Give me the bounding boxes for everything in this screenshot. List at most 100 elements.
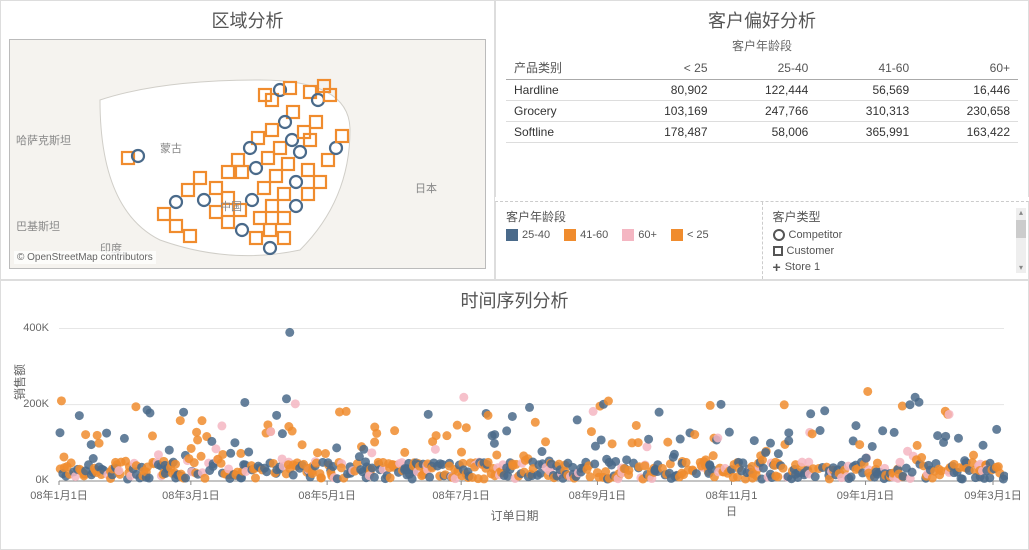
table-header[interactable]: < 25: [615, 56, 716, 80]
scatter-point[interactable]: [642, 442, 651, 451]
scatter-point[interactable]: [390, 426, 399, 435]
scatter-point[interactable]: [367, 448, 376, 457]
scatter-point[interactable]: [855, 440, 864, 449]
scatter-point[interactable]: [197, 452, 206, 461]
scatter-point[interactable]: [193, 435, 202, 444]
scatter-point[interactable]: [400, 448, 409, 457]
scatter-point[interactable]: [240, 398, 249, 407]
scatter-point[interactable]: [145, 408, 154, 417]
scatter-point[interactable]: [57, 396, 66, 405]
scatter-point[interactable]: [55, 428, 64, 437]
scatter-point[interactable]: [370, 473, 379, 482]
scatter-point[interactable]: [187, 444, 196, 453]
legend-item[interactable]: Competitor: [773, 229, 1019, 241]
scatter-point[interactable]: [282, 394, 291, 403]
scatter-point[interactable]: [811, 472, 820, 481]
scatter-point[interactable]: [408, 474, 417, 483]
scatter-point[interactable]: [713, 434, 722, 443]
scatter-point[interactable]: [531, 418, 540, 427]
scatter-point[interactable]: [709, 451, 718, 460]
scatter-point[interactable]: [425, 473, 434, 482]
scatter-point[interactable]: [457, 448, 466, 457]
scatter-point[interactable]: [761, 448, 770, 457]
scatter-point[interactable]: [608, 439, 617, 448]
scatter-point[interactable]: [218, 450, 227, 459]
scatter-point[interactable]: [226, 449, 235, 458]
scatter-point[interactable]: [969, 451, 978, 460]
scatter-point[interactable]: [868, 442, 877, 451]
table-header[interactable]: 25-40: [716, 56, 817, 80]
scroll-thumb[interactable]: [1016, 220, 1026, 238]
scatter-point[interactable]: [917, 453, 926, 462]
scatter-point[interactable]: [102, 429, 111, 438]
scatter-point[interactable]: [941, 432, 950, 441]
scatter-point[interactable]: [236, 449, 245, 458]
scroll-down-icon[interactable]: ▾: [1016, 263, 1026, 273]
scatter-point[interactable]: [847, 472, 856, 481]
scatter-point[interactable]: [890, 428, 899, 437]
scatter-point[interactable]: [670, 450, 679, 459]
scatter-point[interactable]: [502, 426, 511, 435]
scatter-point[interactable]: [359, 445, 368, 454]
scatter-point[interactable]: [590, 459, 599, 468]
scatter-point[interactable]: [176, 416, 185, 425]
scatter-point[interactable]: [165, 446, 174, 455]
scatter-point[interactable]: [979, 441, 988, 450]
scatter-point[interactable]: [59, 452, 68, 461]
scatter-point[interactable]: [750, 436, 759, 445]
scatter-point[interactable]: [573, 415, 582, 424]
scatter-point[interactable]: [459, 393, 468, 402]
legend-item[interactable]: < 25: [671, 229, 709, 241]
scatter-point[interactable]: [905, 400, 914, 409]
scatter-point[interactable]: [251, 474, 260, 483]
legend-item[interactable]: +Store 1: [773, 261, 1019, 273]
scatter-point[interactable]: [289, 471, 298, 480]
table-header[interactable]: 41-60: [816, 56, 917, 80]
scatter-point[interactable]: [192, 428, 201, 437]
scatter-point[interactable]: [780, 400, 789, 409]
scatter-point[interactable]: [288, 427, 297, 436]
scatter-point[interactable]: [725, 428, 734, 437]
scatter-point[interactable]: [913, 441, 922, 450]
scatter-point[interactable]: [285, 328, 294, 337]
scatter-point[interactable]: [114, 466, 123, 475]
scatter-point[interactable]: [541, 437, 550, 446]
scatter-point[interactable]: [784, 428, 793, 437]
scatter-point[interactable]: [985, 473, 994, 482]
scatter-point[interactable]: [587, 427, 596, 436]
scatter-point[interactable]: [89, 454, 98, 463]
scatter-point[interactable]: [933, 431, 942, 440]
scatter-point[interactable]: [717, 400, 726, 409]
scatter-point[interactable]: [706, 401, 715, 410]
scatter-point[interactable]: [217, 459, 226, 468]
scatter-point[interactable]: [342, 407, 351, 416]
table-row[interactable]: Hardline80,902122,44456,56916,446: [506, 80, 1018, 101]
scatter-point[interactable]: [914, 398, 923, 407]
map-area[interactable]: 哈萨克斯坦蒙古中国日本巴基斯坦印度 © OpenStreetMap contri…: [9, 39, 486, 269]
scatter-point[interactable]: [313, 448, 322, 457]
scatter-point[interactable]: [632, 421, 641, 430]
scatter-point[interactable]: [690, 430, 699, 439]
scatter-point[interactable]: [863, 387, 872, 396]
table-header[interactable]: 60+: [917, 56, 1018, 80]
scatter-point[interactable]: [370, 438, 379, 447]
scatter-point[interactable]: [597, 435, 606, 444]
scatter-point[interactable]: [806, 409, 815, 418]
scatter-point[interactable]: [816, 426, 825, 435]
table-row[interactable]: Softline178,48758,006365,991163,422: [506, 122, 1018, 143]
scatter-point[interactable]: [862, 454, 871, 463]
scatter-point[interactable]: [820, 406, 829, 415]
table-row[interactable]: Grocery103,169247,766310,313230,658: [506, 101, 1018, 122]
scatter-point[interactable]: [525, 403, 534, 412]
scatter-point[interactable]: [453, 421, 462, 430]
timeseries-chart[interactable]: 0K200K400K08年1月1日08年3月1日08年5月1日08年7月1日08…: [55, 315, 1008, 505]
scatter-point[interactable]: [808, 429, 817, 438]
scatter-point[interactable]: [67, 458, 76, 467]
scatter-point[interactable]: [954, 434, 963, 443]
legend-item[interactable]: 25-40: [506, 229, 550, 241]
scatter-point[interactable]: [316, 473, 325, 482]
scatter-point[interactable]: [479, 474, 488, 483]
scatter-point[interactable]: [878, 426, 887, 435]
scatter-point[interactable]: [75, 411, 84, 420]
scatter-point[interactable]: [431, 445, 440, 454]
